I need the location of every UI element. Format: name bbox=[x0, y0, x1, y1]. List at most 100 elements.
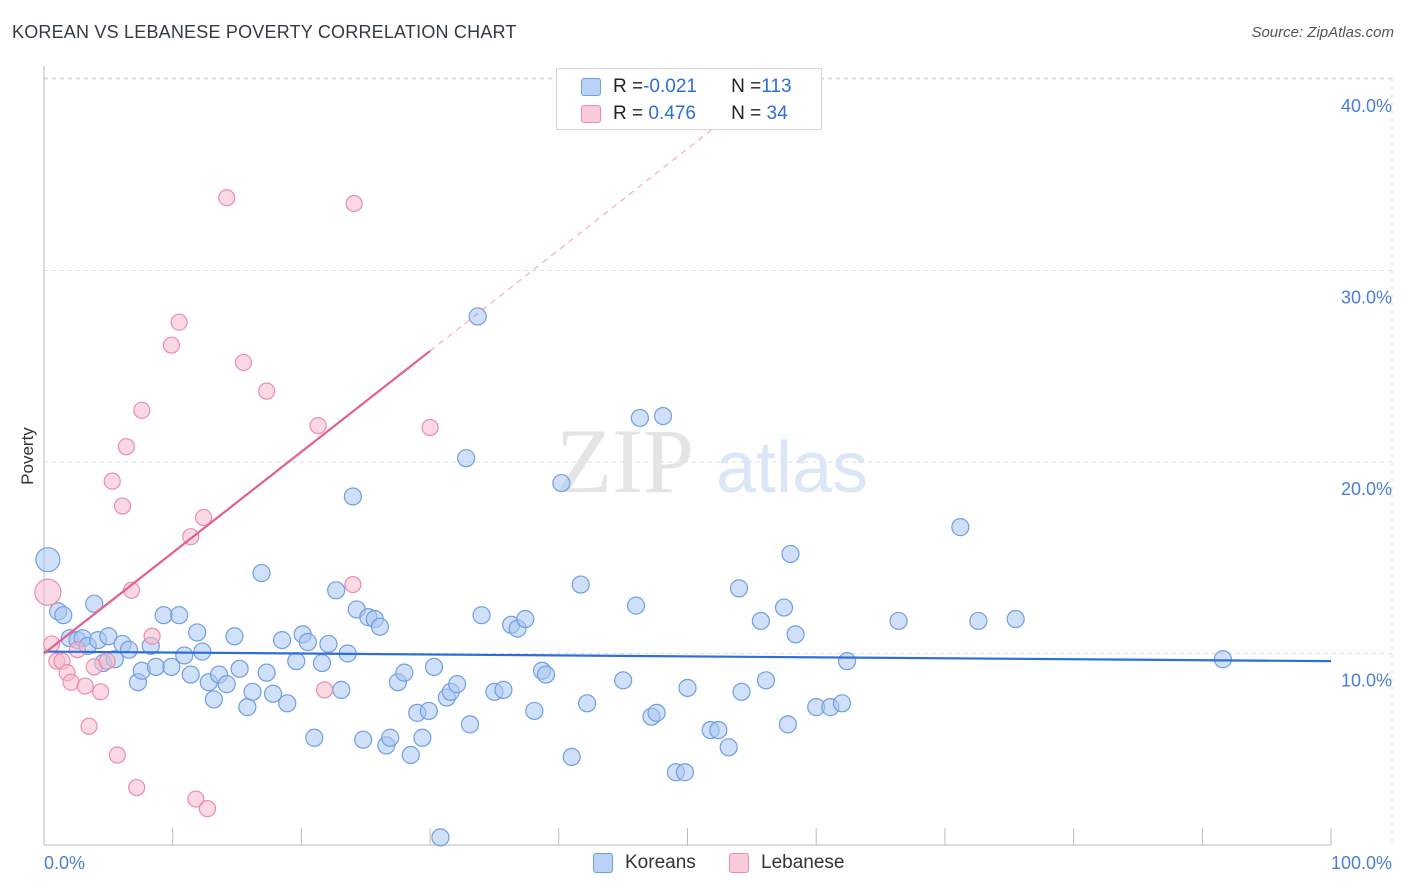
korean-point bbox=[217, 675, 236, 694]
lebanese-point bbox=[194, 508, 213, 527]
lebanese-point bbox=[103, 472, 121, 490]
legend-item-koreans: Koreans bbox=[593, 852, 696, 874]
lebanese-points bbox=[34, 189, 439, 818]
legend-item-lebanese: Lebanese bbox=[729, 852, 844, 874]
axes bbox=[43, 66, 1332, 846]
korean-point bbox=[678, 678, 697, 698]
korean-point bbox=[401, 745, 420, 765]
korean-point bbox=[162, 657, 181, 677]
tick-labels: 10.0% 20.0% 30.0% 40.0% 0.0% 100.0% bbox=[44, 96, 1392, 873]
korean-point bbox=[119, 640, 139, 659]
korean-point bbox=[188, 623, 207, 642]
korean-point bbox=[732, 682, 751, 701]
korean-point bbox=[424, 657, 444, 677]
koreans-trend-line bbox=[43, 650, 1332, 663]
korean-point bbox=[431, 828, 450, 847]
korean-point bbox=[552, 473, 571, 493]
lebanese-point bbox=[421, 418, 439, 437]
x-tick-label: 0.0% bbox=[44, 853, 85, 873]
korean-point bbox=[709, 720, 728, 740]
lebanese-point bbox=[187, 790, 205, 808]
korean-point bbox=[719, 738, 738, 757]
korean-point bbox=[238, 698, 257, 717]
legend-r-label: R = bbox=[613, 103, 644, 124]
lebanese-point bbox=[62, 673, 80, 691]
legend-r-value: 0.476 bbox=[643, 103, 696, 124]
korean-point bbox=[778, 715, 797, 734]
korean-point bbox=[252, 563, 271, 583]
stats-legend: R = -0.021 N = 113 R = 0.476 N = 34 bbox=[556, 68, 822, 130]
lebanese-point bbox=[143, 627, 161, 645]
korean-point bbox=[370, 617, 390, 636]
korean-point bbox=[170, 606, 189, 625]
lebanese-point bbox=[80, 717, 98, 735]
legend-n-label: N = bbox=[731, 76, 762, 97]
korean-point bbox=[969, 611, 988, 631]
korean-point bbox=[951, 518, 970, 537]
lebanese-point bbox=[315, 681, 334, 699]
korean-point bbox=[460, 715, 480, 734]
chart-title: KOREAN VS LEBANESE POVERTY CORRELATION C… bbox=[12, 22, 517, 42]
koreans-legend-label: Koreans bbox=[625, 852, 696, 873]
korean-point bbox=[225, 627, 244, 646]
lebanese-point bbox=[309, 417, 327, 435]
lebanese-point bbox=[344, 575, 362, 594]
trend-lines bbox=[43, 97, 1332, 663]
lebanese-point bbox=[345, 194, 363, 213]
legend-r-value: -0.021 bbox=[643, 76, 697, 97]
korean-point bbox=[243, 682, 262, 701]
lebanese-point bbox=[76, 677, 94, 695]
korean-point bbox=[630, 408, 649, 428]
watermark: ZIP atlas bbox=[556, 410, 868, 512]
lebanese-point bbox=[92, 683, 110, 701]
lebanese-legend-swatch bbox=[729, 853, 749, 873]
lebanese-point bbox=[198, 800, 217, 818]
korean-point bbox=[457, 449, 476, 468]
legend-n-value: 34 bbox=[761, 103, 788, 124]
source-credit: Source: ZipAtlas.com bbox=[1251, 24, 1394, 41]
korean-point bbox=[786, 625, 805, 644]
korean-point bbox=[774, 598, 794, 617]
korean-point bbox=[516, 609, 535, 629]
lebanese-point bbox=[68, 641, 87, 659]
series-legend: Koreans Lebanese bbox=[0, 852, 1406, 876]
korean-point bbox=[1006, 609, 1025, 629]
korean-point bbox=[99, 627, 118, 646]
korean-point bbox=[278, 694, 297, 713]
koreans-points bbox=[35, 307, 1232, 847]
lebanese-point bbox=[98, 652, 116, 670]
korean-point bbox=[837, 652, 857, 671]
korean-point bbox=[472, 606, 491, 625]
korean-point bbox=[536, 665, 556, 684]
watermark-zip: ZIP bbox=[556, 410, 694, 512]
lebanese-point bbox=[170, 313, 188, 331]
korean-point bbox=[298, 632, 317, 652]
korean-point bbox=[562, 747, 581, 767]
x-tick-label: 100.0% bbox=[1331, 853, 1392, 873]
y-tick-label: 20.0% bbox=[1341, 479, 1392, 499]
korean-point bbox=[327, 581, 346, 600]
korean-point bbox=[832, 694, 852, 713]
korean-point bbox=[395, 663, 414, 682]
korean-point bbox=[312, 653, 332, 673]
y-tick-label: 10.0% bbox=[1341, 671, 1392, 691]
korean-point bbox=[146, 657, 166, 677]
korean-point bbox=[193, 642, 212, 661]
korean-point bbox=[332, 680, 351, 699]
lebanese-point bbox=[133, 401, 151, 419]
koreans-swatch bbox=[581, 78, 601, 96]
korean-point bbox=[614, 671, 633, 690]
korean-point bbox=[381, 728, 400, 747]
legend-row-koreans: R = -0.021 N = 113 bbox=[581, 74, 792, 100]
korean-point bbox=[448, 675, 467, 694]
korean-point bbox=[272, 630, 292, 650]
lebanese-point bbox=[162, 336, 181, 354]
korean-point bbox=[756, 671, 776, 690]
korean-point bbox=[675, 763, 695, 782]
lebanese-trend-extension bbox=[429, 97, 753, 352]
korean-point bbox=[525, 701, 544, 721]
legend-n-label: N = bbox=[731, 103, 762, 124]
korean-point bbox=[257, 663, 276, 682]
korean-point bbox=[468, 307, 487, 326]
